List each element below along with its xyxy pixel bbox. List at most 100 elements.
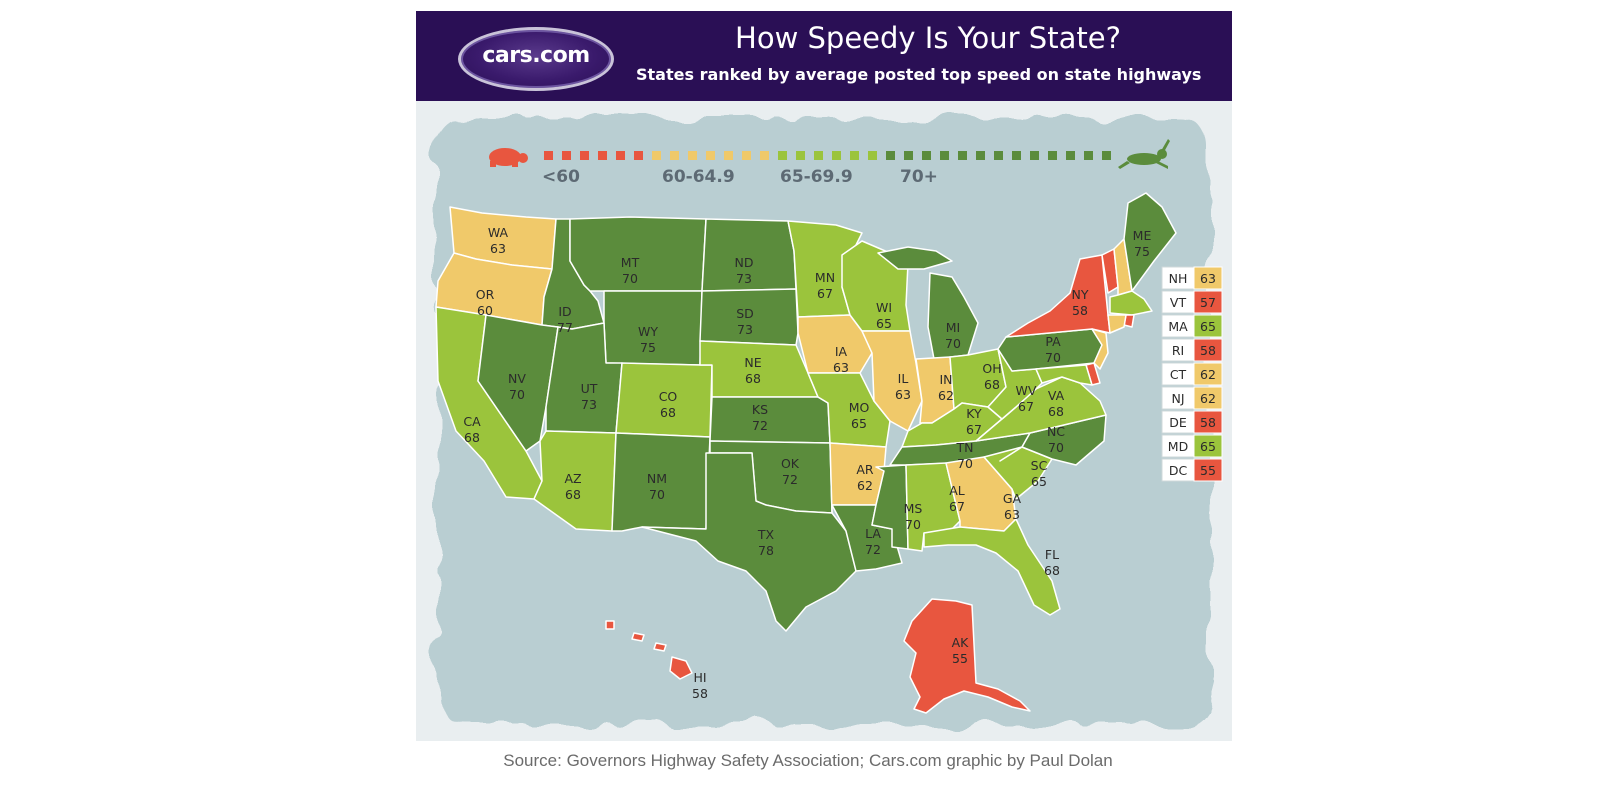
legend-dash <box>616 151 625 160</box>
state-abbr-mt: MT <box>621 255 640 270</box>
state-mi <box>927 272 979 360</box>
state-abbr-id: ID <box>558 304 571 319</box>
state-co <box>615 362 713 438</box>
state-abbr-al: AL <box>949 483 965 498</box>
state-fl <box>923 518 1061 616</box>
state-value-tx: 78 <box>758 543 774 558</box>
state-abbr-or: OR <box>476 287 495 302</box>
legend-dash <box>1102 151 1111 160</box>
state-value-wv: 67 <box>1018 399 1034 414</box>
legend-dash <box>544 151 553 160</box>
state-md <box>1035 364 1093 386</box>
state-value-ky: 67 <box>966 422 982 437</box>
state-abbr-ks: KS <box>752 402 768 417</box>
state-abbr-nv: NV <box>508 371 526 386</box>
table-value-cell <box>1193 410 1223 434</box>
state-value-nd: 73 <box>736 271 752 286</box>
state-abbr-nc: NC <box>1047 424 1065 439</box>
state-abbr-ia: IA <box>835 344 848 359</box>
state-labels: WA 63 OR 60 CA 68 ID 77 NV 70 MT 70 WY 7… <box>463 225 1151 701</box>
state-abbr-wa: WA <box>488 225 509 240</box>
state-value-or: 60 <box>477 303 493 318</box>
legend-dash <box>994 151 1003 160</box>
legend-dash <box>1048 151 1057 160</box>
table-value: 62 <box>1200 367 1216 382</box>
state-abbr-me: ME <box>1133 228 1152 243</box>
legend-dash <box>742 151 751 160</box>
state-abbr-nd: ND <box>735 255 754 270</box>
legend-dash <box>652 151 661 160</box>
state-abbr-az: AZ <box>564 471 581 486</box>
state-abbr-mn: MN <box>815 270 835 285</box>
state-value-wa: 63 <box>490 241 506 256</box>
state-abbr-la: LA <box>865 526 881 541</box>
legend-dash <box>976 151 985 160</box>
legend-dash <box>634 151 643 160</box>
legend-dash <box>814 151 823 160</box>
state-abbr-ny: NY <box>1072 287 1089 302</box>
state-value-al: 67 <box>949 499 965 514</box>
state-value-ms: 70 <box>905 517 921 532</box>
state-value-co: 68 <box>660 405 676 420</box>
legend-dash <box>904 151 913 160</box>
state-value-mi: 70 <box>945 336 961 351</box>
infographic: cars.com How Speedy Is Your State? State… <box>416 11 1232 741</box>
state-ct <box>1107 314 1127 334</box>
header-banner: cars.com How Speedy Is Your State? State… <box>416 11 1232 101</box>
legend: <60 60-64.9 65-69.9 70+ <box>489 139 1170 187</box>
state-ma <box>1109 290 1153 316</box>
state-value-hi: 58 <box>692 686 708 701</box>
page-subtitle: States ranked by average posted top spee… <box>636 65 1202 84</box>
legend-label-lt60: <60 <box>542 167 580 187</box>
state-value-ak: 55 <box>952 651 968 666</box>
table-value: 55 <box>1200 463 1216 478</box>
state-value-oh: 68 <box>984 377 1000 392</box>
state-abbr-wy: WY <box>638 324 658 339</box>
state-abbr-in: IN <box>939 372 952 387</box>
table-value-cell <box>1193 434 1223 458</box>
rabbit-icon <box>1118 139 1170 169</box>
table-value-cell <box>1193 266 1223 290</box>
table-value: 65 <box>1200 319 1216 334</box>
legend-label-60-64: 60-64.9 <box>662 167 735 187</box>
page-title: How Speedy Is Your State? <box>735 21 1121 55</box>
legend-dash <box>796 151 805 160</box>
cars-com-logo: cars.com <box>458 27 614 91</box>
state-value-ca: 68 <box>464 430 480 445</box>
table-value-cell <box>1193 458 1223 482</box>
state-abbr-wi: WI <box>876 300 892 315</box>
state-abbr-ca: CA <box>463 414 481 429</box>
state-abbr-mo: MO <box>849 400 870 415</box>
state-abbr-tn: TN <box>956 440 974 455</box>
state-value-va: 68 <box>1048 404 1064 419</box>
state-abbr-wv: WV <box>1016 383 1037 398</box>
state-abbr-ne: NE <box>744 355 761 370</box>
table-value: 63 <box>1200 271 1216 286</box>
state-value-sc: 65 <box>1031 474 1047 489</box>
legend-dash <box>562 151 571 160</box>
table-value-cell <box>1193 386 1223 410</box>
state-abbr-sc: SC <box>1031 458 1048 473</box>
state-value-il: 63 <box>895 387 911 402</box>
state-value-ia: 63 <box>833 360 849 375</box>
state-ak <box>903 598 1031 714</box>
legend-dash <box>832 151 841 160</box>
state-value-mn: 67 <box>817 286 833 301</box>
speed-map: <60 60-64.9 65-69.9 70+ <box>416 101 1232 741</box>
state-value-ks: 72 <box>752 418 768 433</box>
state-value-la: 72 <box>865 542 881 557</box>
northeast-table: NH 63 VT 57 MA 65 RI 58 CT 62 NJ 62 DE <box>1161 266 1223 482</box>
legend-dash <box>1066 151 1075 160</box>
state-mi-up <box>877 246 953 270</box>
state-value-wi: 65 <box>876 316 892 331</box>
legend-dash <box>670 151 679 160</box>
state-value-me: 75 <box>1134 244 1150 259</box>
state-nv <box>477 314 559 452</box>
state-hi-oahu <box>631 632 645 642</box>
state-nc <box>999 414 1107 466</box>
state-value-mt: 70 <box>622 271 638 286</box>
state-value-nm: 70 <box>649 487 665 502</box>
state-value-nc: 70 <box>1048 440 1064 455</box>
state-abbr-ak: AK <box>952 635 970 650</box>
legend-dash <box>598 151 607 160</box>
